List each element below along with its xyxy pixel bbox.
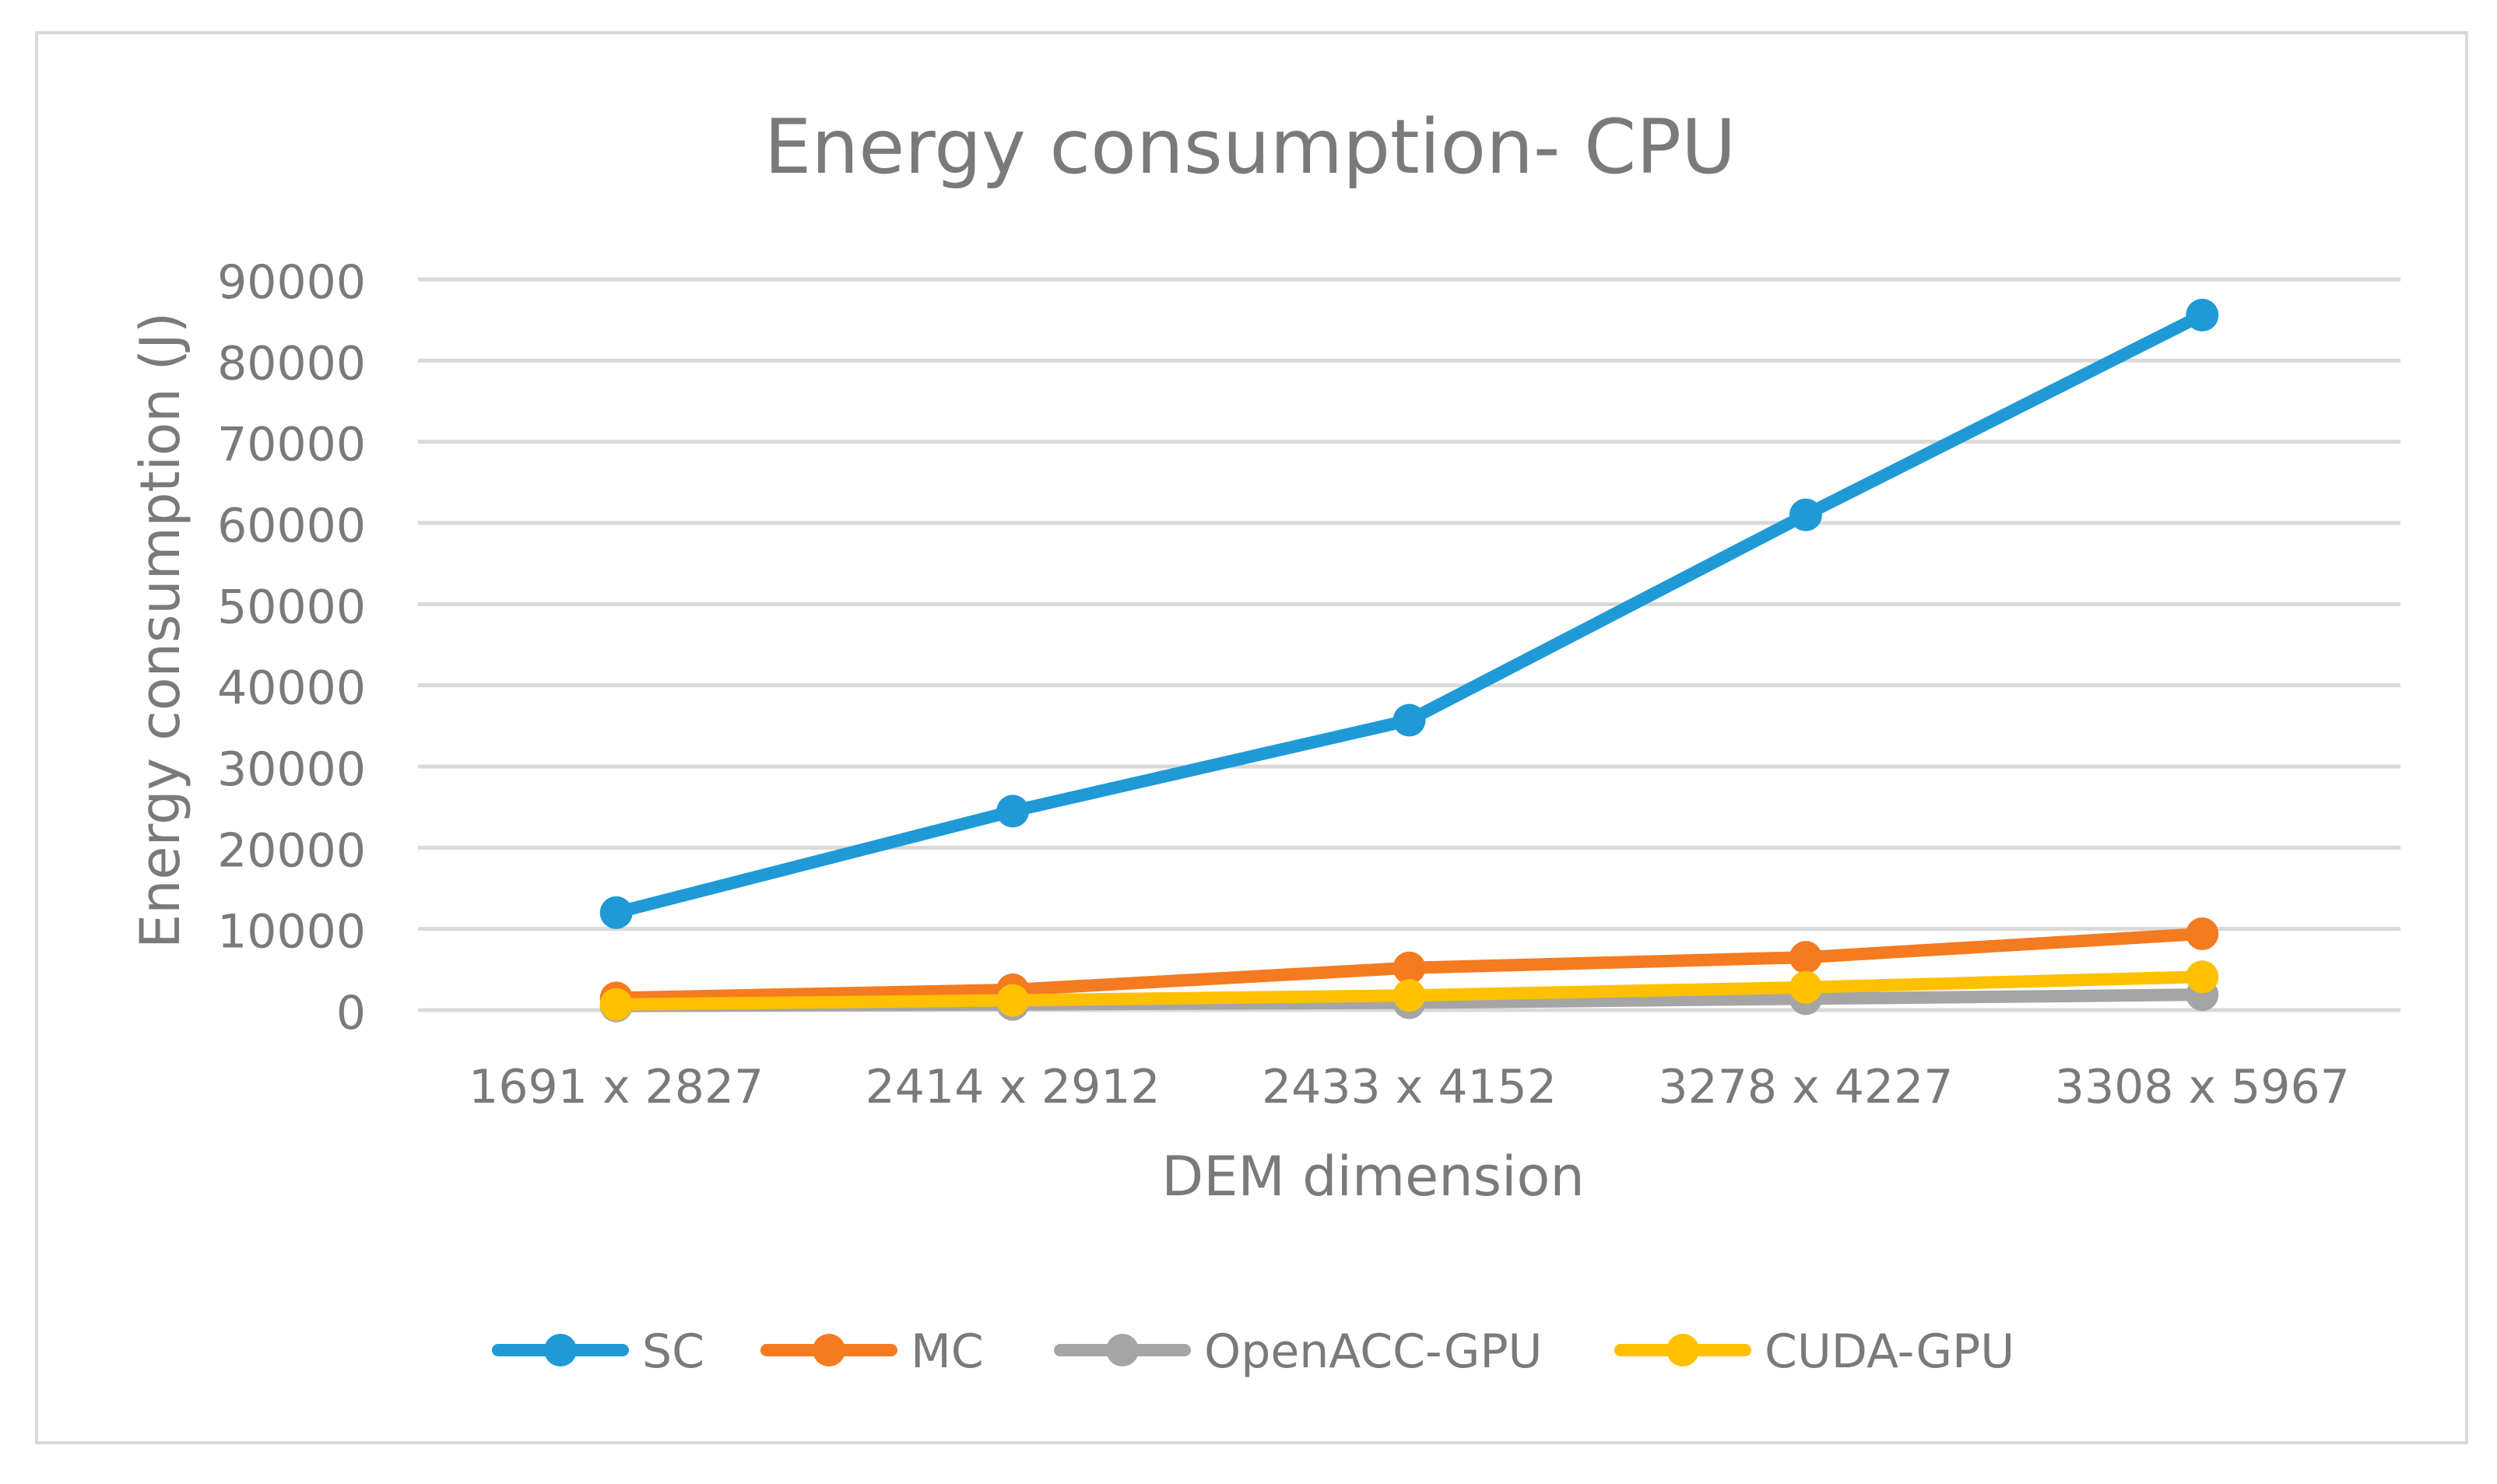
data-point — [599, 896, 633, 929]
y-tick-label: 10000 — [217, 905, 366, 960]
x-tick-label: 2433 x 4152 — [1262, 1060, 1557, 1114]
x-tick-label: 3278 x 4227 — [1658, 1060, 1953, 1114]
y-tick-label: 70000 — [217, 418, 366, 472]
legend: SC MC OpenACC-GPU CUDA-GPU — [492, 1324, 2014, 1379]
data-point — [1392, 979, 1426, 1012]
data-point — [1392, 951, 1426, 984]
data-point — [996, 984, 1030, 1017]
data-point — [2186, 298, 2219, 332]
y-axis-label: Energy consumption (J) — [128, 312, 192, 949]
y-tick-label: 50000 — [217, 580, 366, 634]
series-sc — [599, 298, 2219, 929]
legend-label: SC — [642, 1324, 704, 1379]
y-tick-label: 40000 — [217, 661, 366, 716]
legend-label: CUDA-GPU — [1765, 1324, 2014, 1379]
legend-swatch-marker — [544, 1334, 577, 1366]
y-tick-label: 30000 — [217, 742, 366, 797]
x-axis-ticks: 1691 x 2827 2414 x 2912 2433 x 4152 3278 x … — [469, 1060, 2350, 1114]
data-point — [599, 988, 633, 1021]
y-tick-label: 20000 — [217, 823, 366, 878]
y-tick-label: 60000 — [217, 499, 366, 553]
y-tick-label: 80000 — [217, 336, 366, 391]
legend-item: CUDA-GPU — [1614, 1324, 2014, 1379]
chart-border — [35, 31, 2468, 1444]
legend-swatch-marker — [813, 1334, 845, 1366]
y-axis-ticks: 0 10000 20000 30000 40000 50000 60000 70000 8000… — [217, 255, 366, 1040]
data-point — [996, 795, 1030, 828]
legend-item: OpenACC-GPU — [1054, 1324, 1542, 1379]
x-tick-label: 2414 x 2912 — [866, 1060, 1161, 1114]
data-point — [1392, 703, 1426, 737]
legend-item: SC — [492, 1324, 704, 1379]
legend-label: MC — [911, 1324, 984, 1379]
x-axis-label: DEM dimension — [1161, 1145, 1584, 1209]
data-point — [1789, 970, 1822, 1004]
data-point — [2186, 960, 2219, 994]
x-tick-label: 3308 x 5967 — [2055, 1060, 2350, 1114]
data-point — [1789, 498, 1822, 532]
legend-label: OpenACC-GPU — [1204, 1324, 1542, 1379]
legend-swatch-marker — [1106, 1334, 1139, 1366]
series-lines — [599, 298, 2219, 1023]
y-tick-label: 0 — [336, 986, 366, 1040]
x-tick-label: 1691 x 2827 — [469, 1060, 764, 1114]
y-tick-label: 90000 — [217, 255, 366, 310]
legend-item: MC — [760, 1324, 984, 1379]
data-point — [2186, 917, 2219, 950]
chart-title: Energy consumption- CPU — [764, 103, 1737, 191]
data-point — [1789, 941, 1822, 974]
gridlines — [418, 277, 2400, 1012]
series-cuda-gpu — [599, 960, 2219, 1021]
legend-swatch-marker — [1666, 1334, 1699, 1366]
